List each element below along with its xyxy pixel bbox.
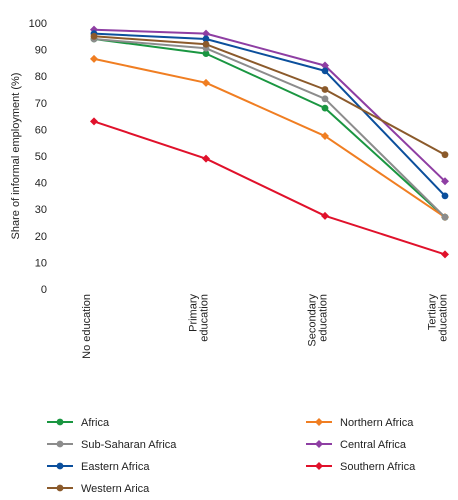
- data-point: [441, 192, 449, 200]
- series-line: [93, 38, 446, 218]
- data-point: [441, 177, 449, 186]
- data-point: [202, 40, 210, 48]
- legend-item: Eastern Africa: [47, 461, 150, 473]
- y-tick-label: 100: [29, 18, 47, 30]
- y-tick-label: 10: [35, 257, 47, 269]
- legend-item: Central Africa: [306, 439, 407, 451]
- x-tick-label: No education: [81, 294, 93, 359]
- data-point: [202, 50, 210, 57]
- x-tick-label-line: No education: [81, 294, 93, 359]
- x-axis-labels: No education Primary education Secondary edu…: [81, 294, 450, 359]
- data-point: [202, 35, 210, 43]
- x-tick-label-line: Primary: [188, 294, 200, 332]
- series-line: [93, 38, 446, 218]
- series-lines: [93, 28, 446, 256]
- data-point: [321, 132, 329, 141]
- y-axis-ticks: 0 10 20 30 40 50 60 70 80 90 100: [29, 18, 47, 296]
- data-point: [202, 29, 210, 38]
- data-point: [321, 95, 329, 103]
- data-point: [56, 462, 64, 470]
- data-point: [315, 440, 323, 448]
- data-point: [90, 32, 98, 40]
- legend-item: Africa: [47, 417, 110, 429]
- data-point: [321, 67, 329, 75]
- data-point: [56, 440, 64, 448]
- data-point: [90, 117, 98, 126]
- data-point: [90, 25, 98, 34]
- y-tick-label: 80: [35, 71, 47, 83]
- x-tick-label: Primary education: [188, 294, 211, 342]
- data-point: [321, 61, 329, 70]
- data-point: [321, 211, 329, 220]
- legend: Africa Northern Africa Sub-Saharan Africa C…: [47, 417, 416, 495]
- data-point: [321, 86, 329, 93]
- x-tick-label-line: education: [199, 294, 211, 342]
- x-tick-label-line: Secondary: [307, 294, 319, 347]
- x-tick-label: Secondary education: [307, 294, 330, 347]
- data-point: [441, 213, 449, 221]
- legend-item: Southern Africa: [306, 461, 416, 473]
- data-point: [315, 418, 323, 426]
- y-tick-label: 50: [35, 151, 47, 163]
- x-tick-label-line: education: [438, 294, 450, 342]
- data-point: [441, 250, 449, 259]
- data-point: [90, 54, 98, 63]
- y-tick-label: 60: [35, 124, 47, 136]
- legend-label: Central Africa: [340, 439, 407, 451]
- series-line: [93, 57, 446, 219]
- data-point: [56, 484, 64, 492]
- y-tick-label: 0: [41, 284, 47, 296]
- legend-item: Western Arica: [47, 483, 150, 495]
- y-tick-label: 40: [35, 178, 47, 190]
- legend-item: Sub-Saharan Africa: [47, 439, 177, 451]
- data-point: [202, 78, 210, 87]
- series-line: [93, 35, 446, 156]
- data-point: [315, 462, 323, 470]
- legend-label: Northern Africa: [340, 417, 414, 429]
- y-tick-label: 20: [35, 231, 47, 243]
- y-axis-title: Share of informal employment (%): [10, 73, 22, 240]
- y-tick-label: 30: [35, 204, 47, 216]
- data-point: [441, 151, 449, 159]
- data-point: [56, 418, 64, 426]
- data-point: [321, 104, 329, 112]
- legend-label: Africa: [81, 417, 110, 429]
- data-point: [202, 154, 210, 163]
- x-tick-label: Tertiary education: [427, 294, 450, 342]
- x-tick-label-line: education: [318, 294, 330, 342]
- legend-label: Eastern Africa: [81, 461, 150, 473]
- series-line: [93, 120, 446, 256]
- y-tick-label: 70: [35, 98, 47, 110]
- series-line: [93, 32, 446, 197]
- legend-label: Sub-Saharan Africa: [81, 439, 177, 451]
- legend-label: Western Arica: [81, 483, 150, 495]
- series-line: [93, 28, 446, 183]
- legend-item: Northern Africa: [306, 417, 414, 429]
- y-tick-label: 90: [35, 45, 47, 57]
- legend-label: Southern Africa: [340, 461, 416, 473]
- x-tick-label-line: Tertiary: [427, 294, 439, 331]
- series-markers: [90, 25, 449, 259]
